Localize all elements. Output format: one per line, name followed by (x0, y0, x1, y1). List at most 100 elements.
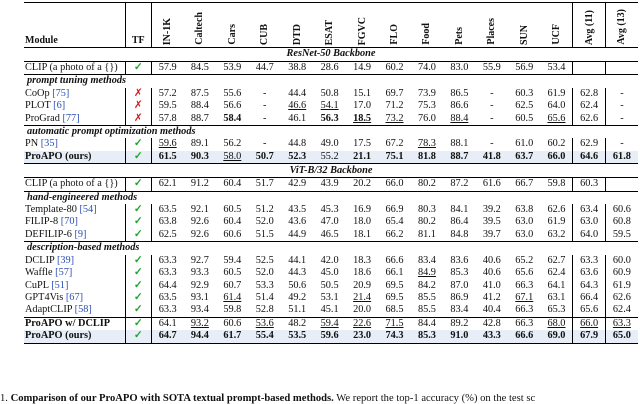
value-cell: 57.9 (158, 62, 177, 73)
value-cell: 60.6 (216, 316, 249, 331)
value-cell: 39.5 (482, 216, 501, 228)
dataset-header: FLO (378, 2, 411, 48)
value-cell: 69.5 (385, 279, 404, 291)
value-cell: 66.0 (572, 316, 606, 331)
value-cell: 14.9 (353, 62, 372, 73)
value-cell: 65.3 (540, 304, 574, 318)
value-cell: 83.4 (450, 304, 469, 316)
method-name: ProAPO (ours) (24, 330, 126, 344)
value-cell: 17.0 (353, 100, 372, 112)
dataset-header: SUN (508, 2, 541, 48)
check-icon: ✓ (125, 279, 152, 292)
value-cell: 62.7 (540, 254, 574, 268)
value-cell: 64.6 (572, 150, 606, 164)
category-description-based: description-based methods (24, 241, 638, 255)
value-cell: 44.9 (288, 228, 307, 240)
value-cell: 41.8 (475, 150, 509, 164)
value-cell: 62.6 (572, 112, 606, 126)
dataset-header: ESAT (313, 2, 346, 48)
value-cell: 64.0 (540, 100, 574, 113)
value-cell: 85.5 (417, 291, 436, 303)
value-cell: 66.3 (515, 279, 534, 291)
check-icon: ✓ (125, 291, 152, 305)
method-name: CLIP (a photo of a {}) (24, 177, 126, 192)
value-cell: 75.3 (417, 100, 436, 112)
value-cell: 66.0 (385, 178, 404, 190)
value-cell: 64.7 (151, 330, 184, 344)
tf-header: TF (125, 2, 152, 48)
method-name: CuPL [51] (24, 279, 126, 292)
value-cell: 53.3 (255, 279, 274, 291)
value-cell: 51.2 (255, 204, 274, 216)
cross-icon: ✗ (125, 112, 152, 126)
method-name: Waffle [57] (24, 267, 126, 280)
value-cell: 60.4 (223, 178, 242, 190)
value-cell: 63.1 (540, 291, 574, 305)
value-cell: 45.3 (320, 204, 339, 216)
value-cell: 88.7 (190, 112, 209, 124)
avg11-header: Avg (11) (572, 2, 606, 48)
dataset-header: IN-1K (151, 2, 184, 48)
value-cell: - (490, 100, 494, 112)
value-cell: 51.4 (255, 291, 274, 303)
value-cell: 50.5 (320, 279, 339, 291)
value-cell: 59.4 (313, 316, 346, 331)
value-cell: 55.6 (223, 87, 242, 99)
value-cell: 66.3 (508, 316, 541, 331)
value-cell: 21.4 (353, 291, 372, 303)
dataset-header: CUB (248, 2, 281, 48)
value-cell: 55.2 (313, 150, 346, 164)
cross-icon: ✗ (125, 87, 152, 101)
value-cell: 18.3 (353, 254, 372, 266)
dataset-header: DTD (280, 2, 314, 48)
value-cell: - (263, 87, 267, 99)
check-icon: ✓ (125, 267, 152, 280)
value-cell: 66.6 (508, 330, 541, 344)
value-cell: 60.3 (572, 177, 606, 192)
value-cell: 17.5 (353, 138, 372, 150)
value-cell: 92.1 (190, 204, 209, 216)
value-cell: 60.9 (612, 267, 631, 279)
value-cell: 52.5 (255, 254, 274, 266)
value-cell: 66.2 (385, 228, 404, 240)
value-cell: 64.3 (572, 279, 606, 292)
value-cell: 49.0 (320, 138, 339, 150)
value-cell: 20.9 (353, 279, 372, 291)
value-cell: 43.5 (288, 204, 307, 216)
check-icon: ✓ (125, 177, 152, 192)
value-cell: 85.5 (417, 304, 436, 316)
value-cell: 40.6 (482, 254, 501, 266)
value-cell: 74.3 (378, 330, 411, 344)
value-cell: 68.5 (385, 304, 404, 316)
value-cell: 76.0 (417, 112, 436, 124)
dataset-header: Caltech (183, 2, 217, 48)
value-cell: 89.1 (190, 138, 209, 150)
method-name: AdaptCLIP [58] (24, 304, 126, 318)
check-icon: ✓ (125, 228, 152, 242)
value-cell: 43.6 (288, 216, 307, 228)
value-cell: 60.3 (515, 87, 534, 99)
value-cell: 87.2 (450, 178, 469, 190)
value-cell: 60.4 (223, 216, 242, 228)
check-icon: ✓ (125, 304, 152, 318)
value-cell: 63.5 (158, 291, 177, 303)
value-cell: 62.5 (158, 228, 177, 240)
table-row: ProAPO w/ DCLIP ✓ 64.1 93.2 60.6 53.6 48.2 59.4… (24, 316, 638, 331)
value-cell: 65.6 (515, 267, 534, 279)
method-name: CoOp [75] (24, 87, 126, 101)
value-cell: 54.1 (320, 100, 339, 112)
value-cell: 56.6 (223, 100, 242, 112)
value-cell: 43.9 (320, 178, 339, 190)
value-cell: 52.8 (255, 304, 274, 316)
method-name: ProGrad [77] (24, 112, 126, 126)
value-cell: 66.3 (515, 304, 534, 316)
value-cell: 60.8 (612, 216, 631, 228)
value-cell: 84.8 (450, 228, 469, 240)
value-cell: 51.1 (288, 304, 307, 316)
table-row: Waffle [57] ✓ 63.3 93.3 60.5 52.0 44.3 45.0 18.6… (24, 267, 638, 280)
value-cell: 92.7 (190, 254, 209, 266)
value-cell: 91.2 (190, 178, 209, 190)
value-cell: 63.8 (158, 216, 177, 228)
check-icon: ✓ (125, 138, 152, 151)
